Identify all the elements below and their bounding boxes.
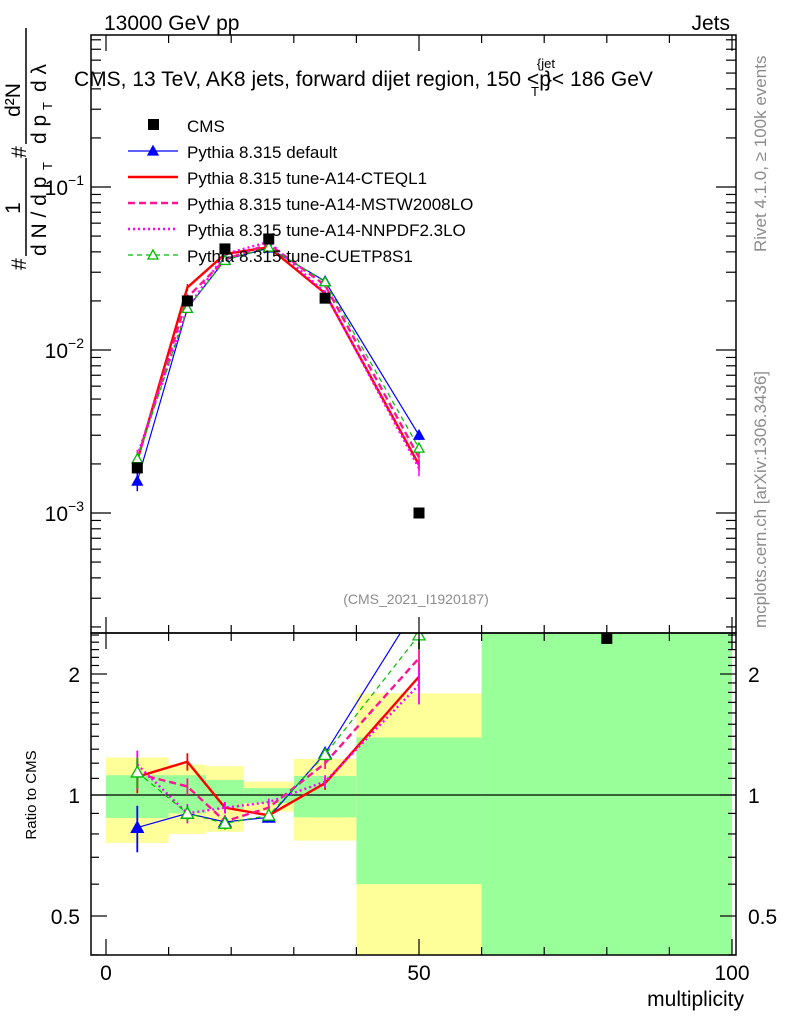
cms-data-point	[131, 462, 143, 474]
series-marker	[131, 474, 144, 486]
main-plot-area	[131, 240, 426, 492]
x-tick-label: 100	[714, 962, 749, 985]
ratio-frame	[90, 632, 737, 956]
ylabel-den1: d N / d p	[28, 177, 51, 256]
series-marker	[218, 254, 232, 266]
ratio-line-0	[137, 633, 402, 829]
rivet-label: Rivet 4.1.0, ≥ 100k events	[751, 56, 770, 252]
title-sub: T	[531, 84, 539, 99]
legend-label: Pythia 8.315 tune-A14-MSTW2008LO	[187, 195, 473, 214]
ratio-marker	[261, 808, 276, 821]
series-line-0	[136, 247, 420, 482]
legend-marker	[146, 144, 160, 156]
ratio-marker	[317, 747, 333, 761]
legend-label: Pythia 8.315 tune-A14-CTEQL1	[187, 169, 427, 188]
ratio-plot-area	[91, 633, 736, 955]
header-left: 13000 GeV pp	[104, 12, 239, 35]
cms-data-point	[181, 295, 193, 307]
y-tick-exponent: −2	[68, 335, 84, 351]
cms-data-point	[413, 507, 425, 519]
ratio-tick-label-left: 1	[68, 785, 80, 808]
series-marker	[131, 452, 144, 464]
ratio-tick-label-right: 0.5	[748, 906, 777, 929]
legend-label-cms: CMS	[187, 117, 225, 136]
y-tick-label: 10−1	[45, 172, 85, 200]
cms-data-point	[319, 292, 331, 304]
ratio-band-inner	[356, 737, 482, 885]
ratio-marker	[217, 816, 233, 829]
ratio-tick-label-left: 2	[68, 664, 80, 687]
y-tick-label: 10−2	[45, 335, 85, 363]
series-line-2	[136, 242, 421, 460]
chart-title: CMS, 13 TeV, AK8 jets, forward dijet reg…	[74, 56, 653, 99]
legend: CMS Pythia 8.315 default Pythia 8.315 tune…	[128, 117, 473, 266]
y-tick-base: 10	[45, 177, 68, 200]
series-marker	[412, 441, 426, 453]
ratio-band-inner	[481, 633, 732, 955]
legend-label: Pythia 8.315 default	[187, 143, 338, 162]
ratio-tick-label-left: 0.5	[51, 906, 80, 929]
ratio-tick-label-right: 1	[748, 785, 760, 808]
series-marker	[262, 240, 275, 252]
legend-label: Pythia 8.315 tune-A14-NNPDF2.3LO	[187, 221, 466, 240]
ratio-marker	[180, 806, 195, 819]
ratio-tick-label-right: 2	[748, 664, 760, 687]
ylabel-hash1: #	[8, 258, 31, 270]
y-tick-exponent: −3	[68, 498, 84, 514]
title-tail: }< 186 GeV	[545, 68, 653, 91]
x-tick-label: 0	[100, 962, 112, 985]
ylabel-den2b: d λ	[28, 63, 51, 92]
cms-data-point	[219, 243, 231, 255]
ylabel-sub2: T	[40, 102, 55, 110]
ylabel-num2: d²N	[2, 83, 25, 117]
ratio-marker	[130, 764, 145, 778]
ylabel-one: 1	[2, 202, 25, 214]
header-right: Jets	[691, 12, 730, 35]
series-marker	[412, 428, 426, 440]
series-line-3	[136, 240, 421, 469]
ratio-line-2	[137, 657, 420, 823]
series-marker	[181, 302, 194, 314]
legend-marker	[146, 248, 160, 260]
title-sup: {jet	[537, 56, 555, 71]
analysis-id: (CMS_2021_I1920187)	[343, 591, 489, 607]
x-axis-label: multiplicity	[647, 988, 744, 1011]
ratio-line-1	[136, 675, 420, 817]
y-tick-base: 10	[45, 340, 68, 363]
x-tick-label: 50	[407, 962, 430, 985]
mcplots-label: mcplots.cern.ch [arXiv:1306.3436]	[751, 371, 770, 628]
series-line-1	[136, 245, 421, 466]
y-axis-label: # 1 d N / d p T # d²N d p T d λ	[2, 28, 55, 270]
ylabel-sub1: T	[40, 162, 55, 170]
ratio-y-label: Ratio to CMS	[23, 750, 40, 839]
legend-label: Pythia 8.315 tune-CUETP8S1	[187, 247, 413, 266]
y-tick-base: 10	[45, 503, 68, 526]
ylabel-hash2: #	[8, 146, 31, 158]
cms-data-point	[263, 233, 275, 245]
series-marker	[318, 275, 332, 287]
ratio-line-4	[136, 634, 420, 824]
y-tick-label: 10−3	[45, 498, 85, 526]
ratio-marker	[130, 820, 145, 833]
title-main: CMS, 13 TeV, AK8 jets, forward dijet reg…	[74, 68, 551, 91]
legend-marker-cms	[148, 119, 159, 130]
series-line-4	[136, 246, 420, 459]
y-tick-exponent: −1	[68, 172, 84, 188]
ylabel-den2: d p	[28, 115, 51, 144]
